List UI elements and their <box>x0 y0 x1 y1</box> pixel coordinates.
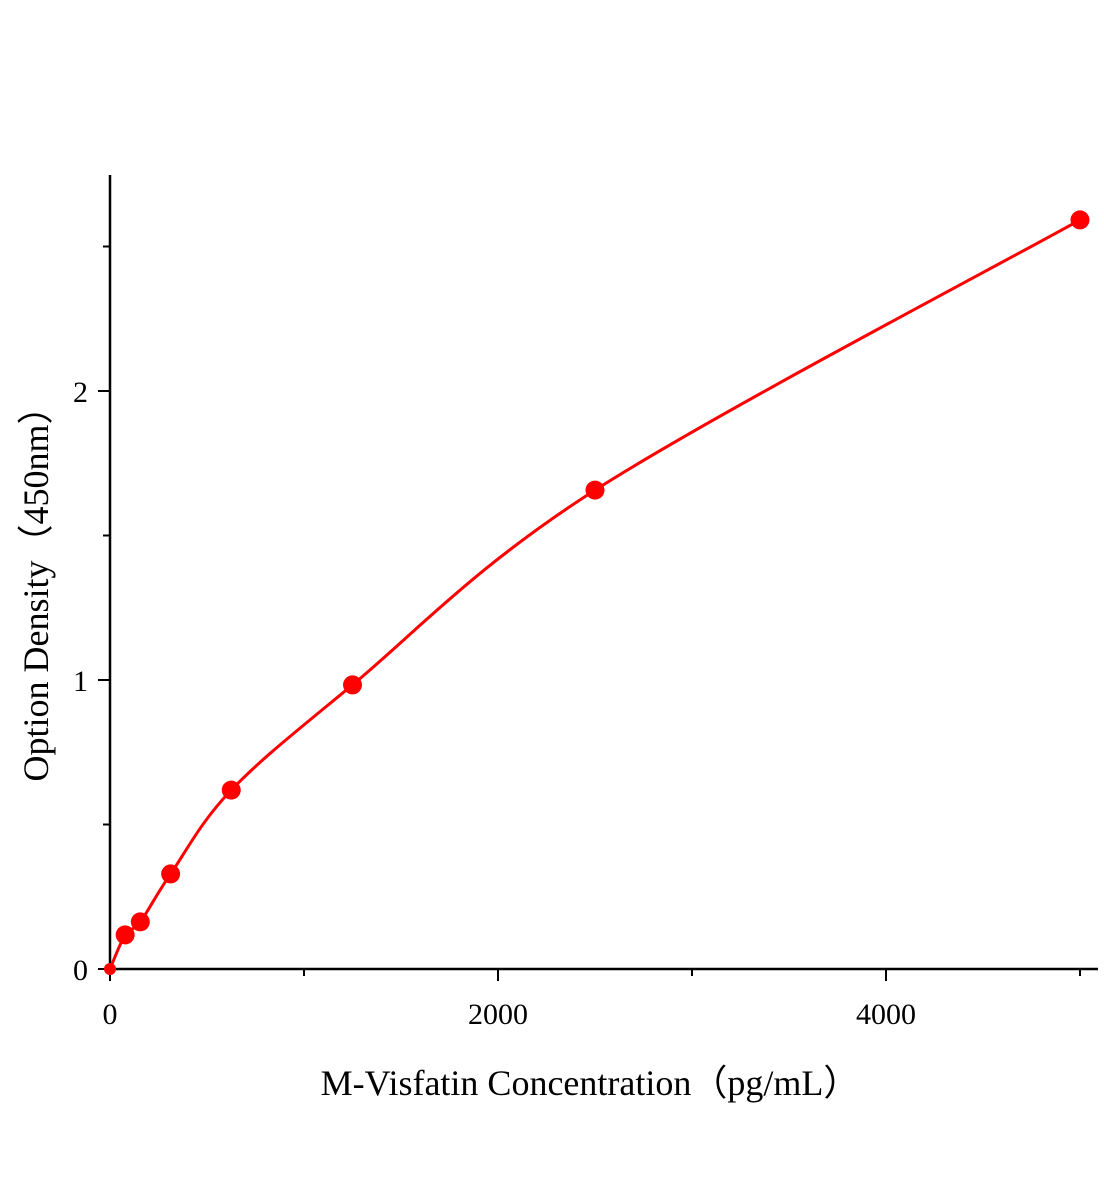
axes <box>108 175 1098 971</box>
data-point <box>161 864 181 884</box>
y-tick-label: 0 <box>73 954 88 987</box>
data-point <box>130 912 150 932</box>
y-tick-label: 2 <box>73 376 88 409</box>
data-point <box>585 480 605 500</box>
y-axis-label: Option Density（450nm） <box>16 389 56 782</box>
x-tick-label: 2000 <box>468 998 528 1031</box>
data-point <box>104 963 116 975</box>
x-axis-label: M-Visfatin Concentration（pg/mL） <box>321 1063 860 1103</box>
data-point <box>115 925 135 945</box>
x-tick-label: 0 <box>103 998 118 1031</box>
data-point <box>343 675 362 695</box>
fit-curve <box>108 218 1081 970</box>
data-point <box>1070 210 1090 230</box>
y-tick-label: 1 <box>73 665 88 698</box>
data-point <box>221 780 241 800</box>
x-tick-label: 4000 <box>856 998 916 1031</box>
